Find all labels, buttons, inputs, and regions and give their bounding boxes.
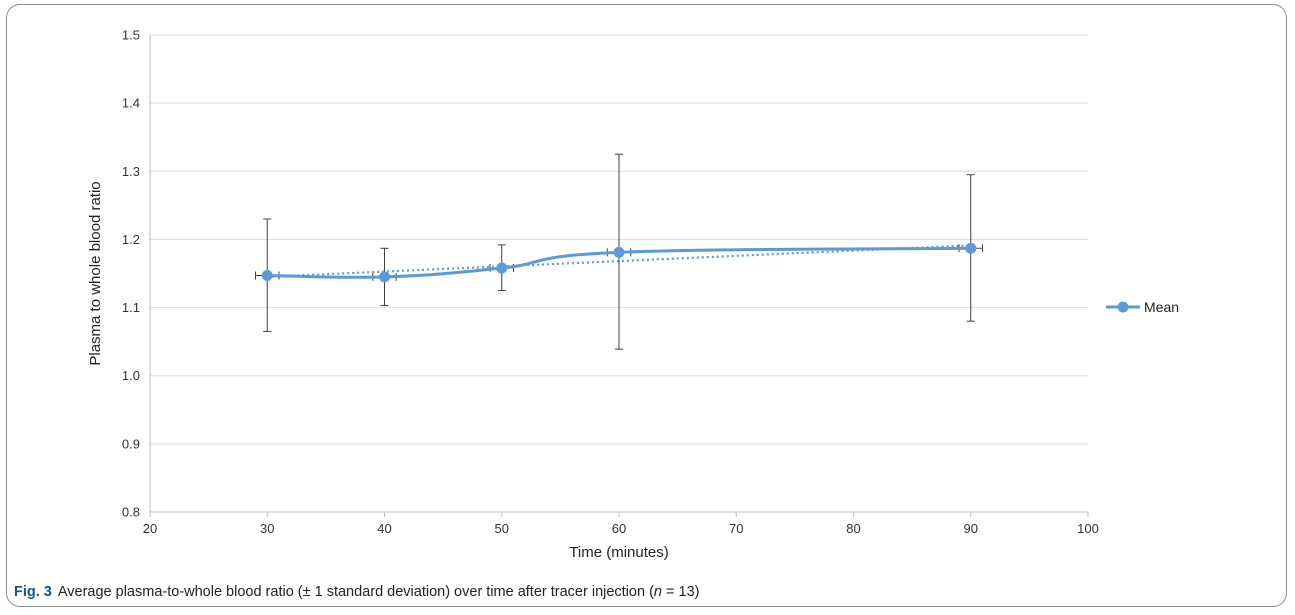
x-tick-label: 100 xyxy=(1077,521,1099,536)
x-tick-label: 60 xyxy=(612,521,626,536)
y-tick-label: 1.5 xyxy=(122,28,140,43)
trendline xyxy=(267,244,971,278)
y-tick-label: 0.8 xyxy=(122,505,140,520)
figure-frame xyxy=(6,4,1287,607)
x-tick-label: 50 xyxy=(495,521,509,536)
figure-caption: Fig. 3 Average plasma-to-whole blood rati… xyxy=(14,584,699,600)
figure-label: Fig. 3 xyxy=(14,584,52,600)
y-tick-label: 1.2 xyxy=(122,232,140,247)
series-line xyxy=(267,246,971,279)
y-tick-label: 1.0 xyxy=(122,368,140,383)
caption-text-end: = 13) xyxy=(662,584,700,600)
legend-label: Mean xyxy=(1144,299,1179,315)
x-tick-label: 30 xyxy=(260,521,274,536)
caption-n-symbol: n xyxy=(653,584,662,600)
y-tick-label: 1.3 xyxy=(122,164,140,179)
x-tick-label: 40 xyxy=(377,521,391,536)
x-tick-labels: 20 30 40 50 60 70 80 90 100 xyxy=(143,521,1099,536)
y-tick-label: 1.1 xyxy=(122,300,140,315)
data-point xyxy=(613,246,625,258)
chart-area: 0.8 0.9 1.0 1.1 1.2 1.3 1.4 1.5 20 30 40 50 60 70 80 9… xyxy=(87,28,1179,562)
series-mean xyxy=(261,242,977,283)
y-tick-label: 0.9 xyxy=(122,436,140,451)
caption-text: Average plasma-to-whole blood ratio (± 1… xyxy=(57,584,654,600)
legend: Mean xyxy=(1106,299,1179,315)
data-point xyxy=(496,262,508,274)
legend-marker xyxy=(1117,301,1129,313)
data-point xyxy=(965,242,977,254)
x-tick-label: 80 xyxy=(846,521,860,536)
x-tick-label: 90 xyxy=(964,521,978,536)
x-tick-label: 70 xyxy=(729,521,743,536)
data-point xyxy=(261,270,273,282)
x-tick-label: 20 xyxy=(143,521,157,536)
gridlines xyxy=(150,34,1088,445)
data-point xyxy=(379,271,390,283)
axes xyxy=(149,35,1089,517)
y-tick-labels: 0.8 0.9 1.0 1.1 1.2 1.3 1.4 1.5 xyxy=(122,28,140,520)
x-axis-title: Time (minutes) xyxy=(569,544,668,561)
trendline-line xyxy=(267,244,971,278)
y-axis-title: Plasma to whole blood ratio xyxy=(87,181,104,365)
y-tick-label: 1.4 xyxy=(122,96,140,111)
